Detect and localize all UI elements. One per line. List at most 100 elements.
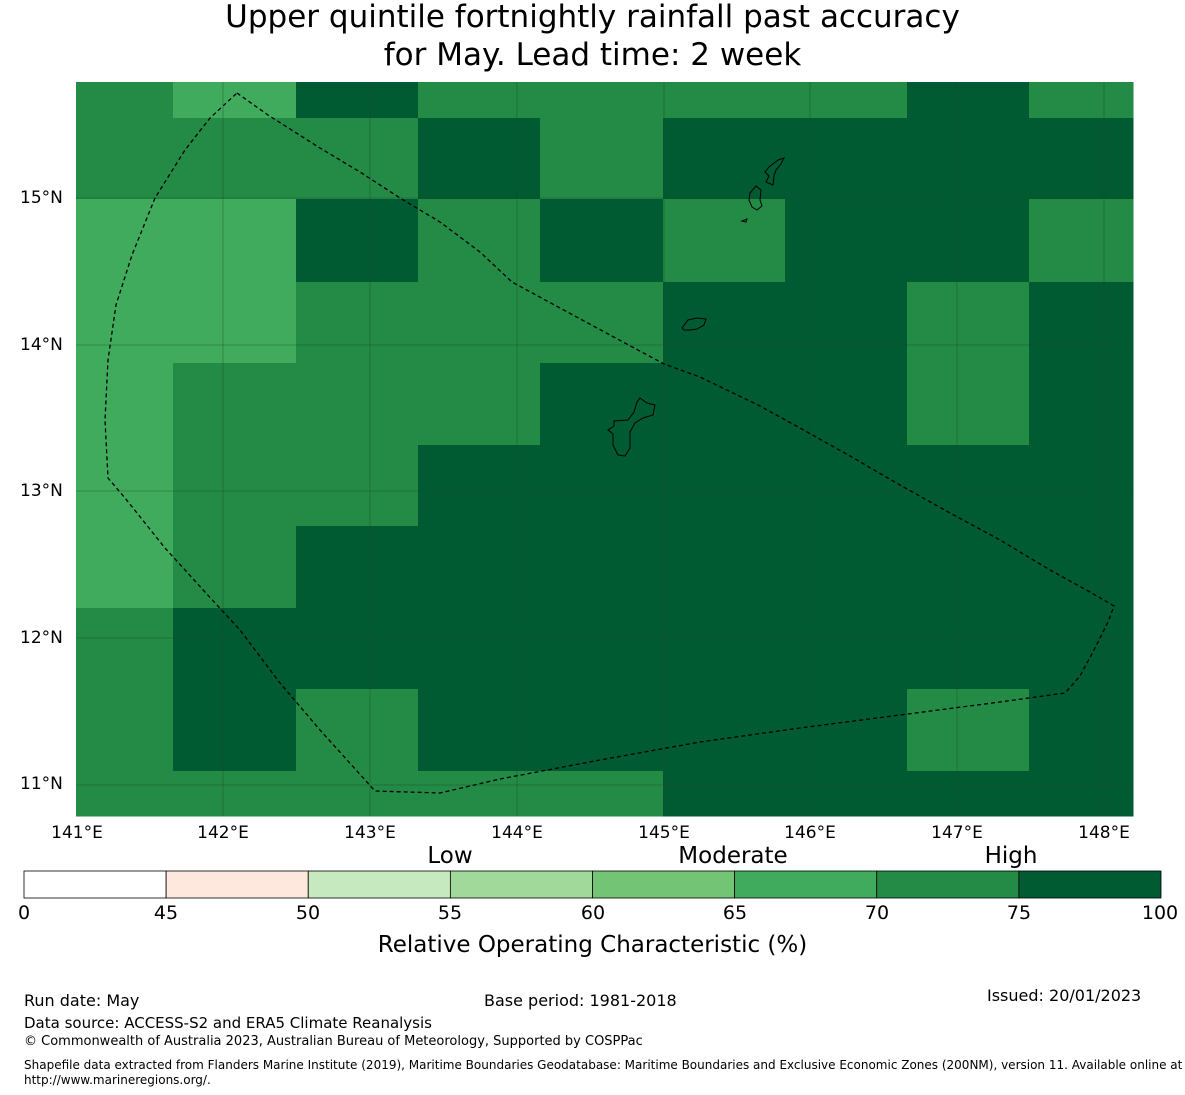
grid-cell [540, 526, 664, 609]
grid-cell [907, 608, 1030, 690]
colorbar-tick-70: 70 [864, 902, 890, 924]
copyright-notice: © Commonwealth of Australia 2023, Austra… [24, 1034, 643, 1049]
grid-cell [1029, 282, 1134, 364]
colorbar-bin [876, 870, 1020, 899]
grid-cell [296, 118, 419, 200]
lon-label-144e: 144°E [491, 823, 543, 843]
grid-cell [76, 199, 174, 283]
grid-cell [296, 445, 419, 527]
grid-cell [296, 82, 419, 119]
grid-cell [76, 689, 174, 772]
category-high: High [984, 843, 1038, 869]
grid-cell [76, 282, 174, 364]
lon-label-142e: 142°E [197, 823, 249, 843]
colorbar-tick-50: 50 [295, 902, 321, 924]
grid-cell [76, 82, 174, 119]
shapefile-credit: Shapefile data extracted from Flanders M… [24, 1058, 1183, 1087]
grid-cell [663, 608, 786, 690]
grid-cell [418, 445, 541, 527]
island-aguijan [740, 218, 748, 223]
grid-cell [785, 282, 908, 364]
grid-cell [173, 199, 297, 283]
grid-cell [907, 118, 1030, 200]
grid-cell [1029, 445, 1134, 527]
issued-date: Issued: 20/01/2023 [987, 986, 1142, 1005]
colorbar [23, 870, 1162, 899]
colorbar-bin [1018, 870, 1162, 899]
grid-cell [173, 445, 297, 527]
grid-cell [663, 689, 786, 772]
grid-cell [418, 118, 541, 200]
roc-grid-cells [76, 82, 1134, 817]
grid-cell [540, 82, 664, 119]
grid-cell [418, 282, 541, 364]
grid-cell [296, 363, 419, 446]
grid-cell [540, 363, 664, 446]
islands [607, 157, 785, 457]
grid-cell [76, 771, 174, 817]
island-tinian [748, 185, 763, 211]
colorbar-bin [23, 870, 167, 899]
grid-cell [785, 82, 908, 119]
island-guam [607, 397, 656, 457]
colorbar-tick-55: 55 [437, 902, 463, 924]
grid-cell [907, 82, 1030, 119]
grid-cell [785, 199, 908, 283]
category-moderate: Moderate [678, 843, 788, 869]
colorbar-tick-100: 100 [1141, 902, 1179, 924]
base-period: Base period: 1981-2018 [484, 991, 677, 1010]
colorbar-bin [165, 870, 309, 899]
grid-cell [663, 526, 786, 609]
data-source: Data source: ACCESS-S2 and ERA5 Climate … [24, 1014, 432, 1032]
grid-cell [540, 118, 664, 200]
grid-cell [418, 608, 541, 690]
grid-cell [418, 82, 541, 119]
grid-cell [418, 199, 541, 283]
grid-cell [907, 199, 1030, 283]
grid-cell [663, 82, 786, 119]
grid-cell [785, 118, 908, 200]
grid-cell [296, 199, 419, 283]
grid-cell [1029, 689, 1134, 772]
grid-cell [785, 526, 908, 609]
colorbar-bin [307, 870, 451, 899]
grid-cell [76, 118, 174, 200]
lat-label-15n: 15°N [20, 188, 63, 208]
grid-cell [785, 689, 908, 772]
run-date: Run date: May [24, 991, 140, 1010]
map-title-line-2: for May. Lead time: 2 week [383, 37, 802, 73]
grid-cell [663, 282, 786, 364]
colorbar-tick-65: 65 [722, 902, 748, 924]
colorbar-bin [592, 870, 736, 899]
lat-label-13n: 13°N [20, 481, 63, 501]
grid-cell [1029, 608, 1134, 690]
grid-cell [76, 363, 174, 446]
grid-cell [540, 771, 664, 817]
grid-cell [663, 363, 786, 446]
lat-label-12n: 12°N [20, 628, 63, 648]
grid-cell [663, 118, 786, 200]
colorbar-tick-75: 75 [1006, 902, 1032, 924]
grid-cell [785, 363, 908, 446]
lat-label-11n: 11°N [20, 774, 63, 794]
grid-cell [540, 689, 664, 772]
colorbar-tick-0: 0 [17, 902, 31, 924]
grid-cell [76, 608, 174, 690]
colorbar-tick-45: 45 [153, 902, 179, 924]
eez-boundary [104, 92, 1115, 794]
grid-cell [296, 771, 419, 817]
grid-cell [173, 282, 297, 364]
colorbar-bin [734, 870, 878, 899]
lat-label-14n: 14°N [20, 335, 63, 355]
grid-cell [907, 526, 1030, 609]
grid-cell [663, 445, 786, 527]
graticule [76, 82, 1133, 816]
island-rota [681, 317, 707, 331]
lon-label-148e: 148°E [1078, 823, 1130, 843]
grid-cell [76, 445, 174, 527]
grid-cell [540, 199, 664, 283]
grid-cell [173, 689, 297, 772]
lon-label-145e: 145°E [638, 823, 690, 843]
grid-cell [173, 82, 297, 119]
grid-cell [296, 282, 419, 364]
